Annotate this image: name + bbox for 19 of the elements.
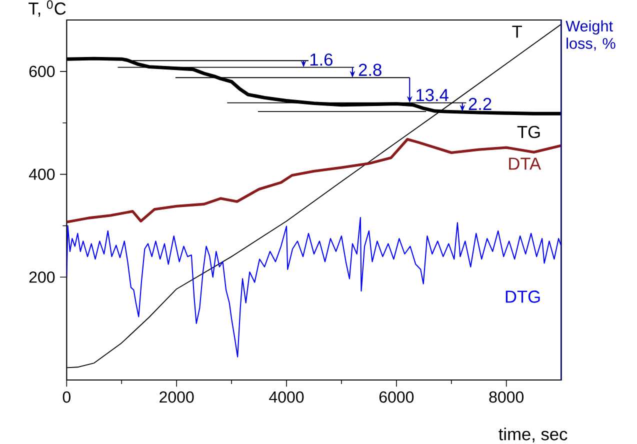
series-label: DTA (509, 158, 542, 170)
x-axis-title: time, sec (498, 428, 568, 442)
x-tick-label: 6000 (379, 391, 414, 403)
y-tick-label: 600 (29, 66, 55, 78)
y-axis-title: T, $^{0}$C (28, 0, 66, 17)
annotation: 2.2 (468, 98, 492, 110)
y2-axis-title: Weight loss, % (566, 20, 616, 51)
x-tick-label: 2000 (160, 391, 194, 403)
series-label: TG (517, 126, 540, 138)
x-tick-label: 8000 (489, 391, 524, 403)
x-tick-label: 4000 (269, 391, 304, 403)
annotation: 13.4 (416, 88, 448, 102)
series-label: DTG (506, 290, 540, 303)
y-tick-label: 200 (29, 271, 55, 283)
y-tick-label: 400 (28, 168, 55, 180)
series-label: T (512, 26, 522, 38)
annotation: 1.6 (310, 53, 332, 66)
x-tick-label: 0 (62, 391, 70, 403)
annotation: 2.8 (358, 64, 382, 76)
